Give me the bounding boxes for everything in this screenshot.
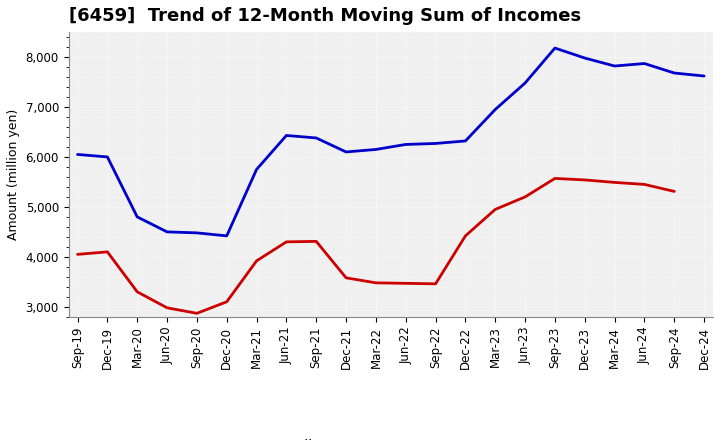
Y-axis label: Amount (million yen): Amount (million yen) — [7, 109, 20, 240]
Net Income — [73, 252, 82, 257]
Net Income — [670, 189, 678, 194]
Net Income — [402, 281, 410, 286]
Net Income — [103, 249, 112, 254]
Ordinary Income — [73, 152, 82, 157]
Net Income — [551, 176, 559, 181]
Ordinary Income — [312, 136, 320, 141]
Ordinary Income — [192, 230, 201, 235]
Ordinary Income — [670, 70, 678, 76]
Legend: Ordinary Income, Net Income: Ordinary Income, Net Income — [230, 432, 552, 440]
Ordinary Income — [222, 233, 231, 238]
Ordinary Income — [402, 142, 410, 147]
Net Income — [133, 289, 142, 294]
Text: [6459]  Trend of 12-Month Moving Sum of Incomes: [6459] Trend of 12-Month Moving Sum of I… — [68, 7, 581, 25]
Net Income — [521, 194, 529, 200]
Net Income — [163, 305, 171, 311]
Ordinary Income — [491, 107, 500, 112]
Line: Ordinary Income: Ordinary Income — [78, 48, 704, 236]
Ordinary Income — [163, 229, 171, 235]
Net Income — [192, 311, 201, 316]
Ordinary Income — [103, 154, 112, 160]
Net Income — [282, 239, 291, 245]
Ordinary Income — [580, 55, 589, 61]
Ordinary Income — [282, 133, 291, 138]
Ordinary Income — [640, 61, 649, 66]
Ordinary Income — [700, 73, 708, 79]
Ordinary Income — [461, 138, 469, 143]
Net Income — [580, 177, 589, 183]
Ordinary Income — [521, 81, 529, 86]
Ordinary Income — [611, 63, 619, 69]
Ordinary Income — [372, 147, 380, 152]
Net Income — [431, 281, 440, 286]
Line: Net Income: Net Income — [78, 179, 674, 313]
Net Income — [611, 180, 619, 185]
Net Income — [491, 207, 500, 212]
Ordinary Income — [133, 214, 142, 220]
Ordinary Income — [431, 141, 440, 146]
Net Income — [222, 299, 231, 304]
Ordinary Income — [551, 45, 559, 51]
Net Income — [252, 258, 261, 264]
Net Income — [342, 275, 351, 280]
Ordinary Income — [252, 167, 261, 172]
Net Income — [312, 239, 320, 244]
Net Income — [640, 182, 649, 187]
Net Income — [461, 233, 469, 238]
Net Income — [372, 280, 380, 286]
Ordinary Income — [342, 149, 351, 154]
